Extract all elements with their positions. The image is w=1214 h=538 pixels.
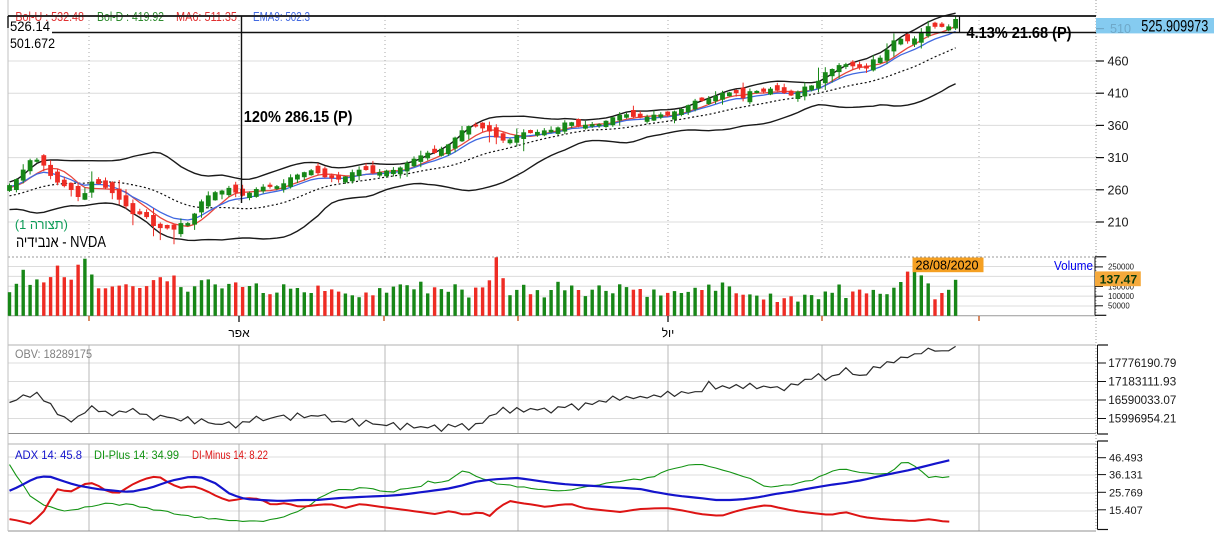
svg-text:46.493: 46.493	[1109, 453, 1143, 465]
svg-text:501.672: 501.672	[10, 35, 55, 51]
svg-text:(1 תצורה): (1 תצורה)	[15, 217, 68, 232]
svg-text:28/08/2020: 28/08/2020	[916, 259, 979, 273]
svg-text:460: 460	[1108, 55, 1129, 69]
svg-text:4.13% 21.68 (P): 4.13% 21.68 (P)	[967, 25, 1072, 42]
svg-text:210: 210	[1108, 216, 1129, 230]
svg-text:525.909973: 525.909973	[1141, 18, 1208, 36]
svg-text:16590033.07: 16590033.07	[1108, 395, 1176, 407]
svg-text:510: 510	[1110, 22, 1131, 36]
svg-text:410: 410	[1108, 87, 1129, 101]
svg-text:260: 260	[1108, 183, 1129, 197]
svg-text:50000: 50000	[1108, 302, 1130, 311]
svg-text:526.14: 526.14	[10, 18, 50, 34]
svg-text:250000: 250000	[1108, 263, 1135, 272]
svg-text:25.769: 25.769	[1109, 487, 1143, 499]
svg-text:OBV: 18289175: OBV: 18289175	[15, 347, 92, 361]
svg-text:100000: 100000	[1108, 292, 1135, 301]
svg-text:36.131: 36.131	[1109, 470, 1143, 482]
svg-text:יול: יול	[662, 326, 675, 340]
svg-text:15.407: 15.407	[1109, 505, 1143, 517]
svg-text:15996954.21: 15996954.21	[1108, 414, 1176, 426]
svg-text:Volume: Volume	[1054, 258, 1093, 273]
svg-text:DI-Plus 14: 34.99: DI-Plus 14: 34.99	[94, 448, 179, 462]
svg-text:17183111.93: 17183111.93	[1108, 377, 1176, 389]
svg-text:360: 360	[1108, 119, 1129, 133]
svg-text:ADX 14: 45.8: ADX 14: 45.8	[15, 448, 82, 462]
svg-text:אנבידיה - NVDA: אנבידיה - NVDA	[16, 234, 107, 251]
svg-text:310: 310	[1108, 151, 1129, 165]
svg-text:אפר: אפר	[228, 326, 250, 340]
svg-text:150000: 150000	[1108, 282, 1135, 291]
svg-text:17776190.79: 17776190.79	[1108, 358, 1176, 370]
svg-text:120% 286.15 (P): 120% 286.15 (P)	[244, 109, 353, 126]
svg-text:DI-Minus 14: 8.22: DI-Minus 14: 8.22	[192, 448, 268, 462]
svg-text:137.47: 137.47	[1100, 273, 1138, 287]
